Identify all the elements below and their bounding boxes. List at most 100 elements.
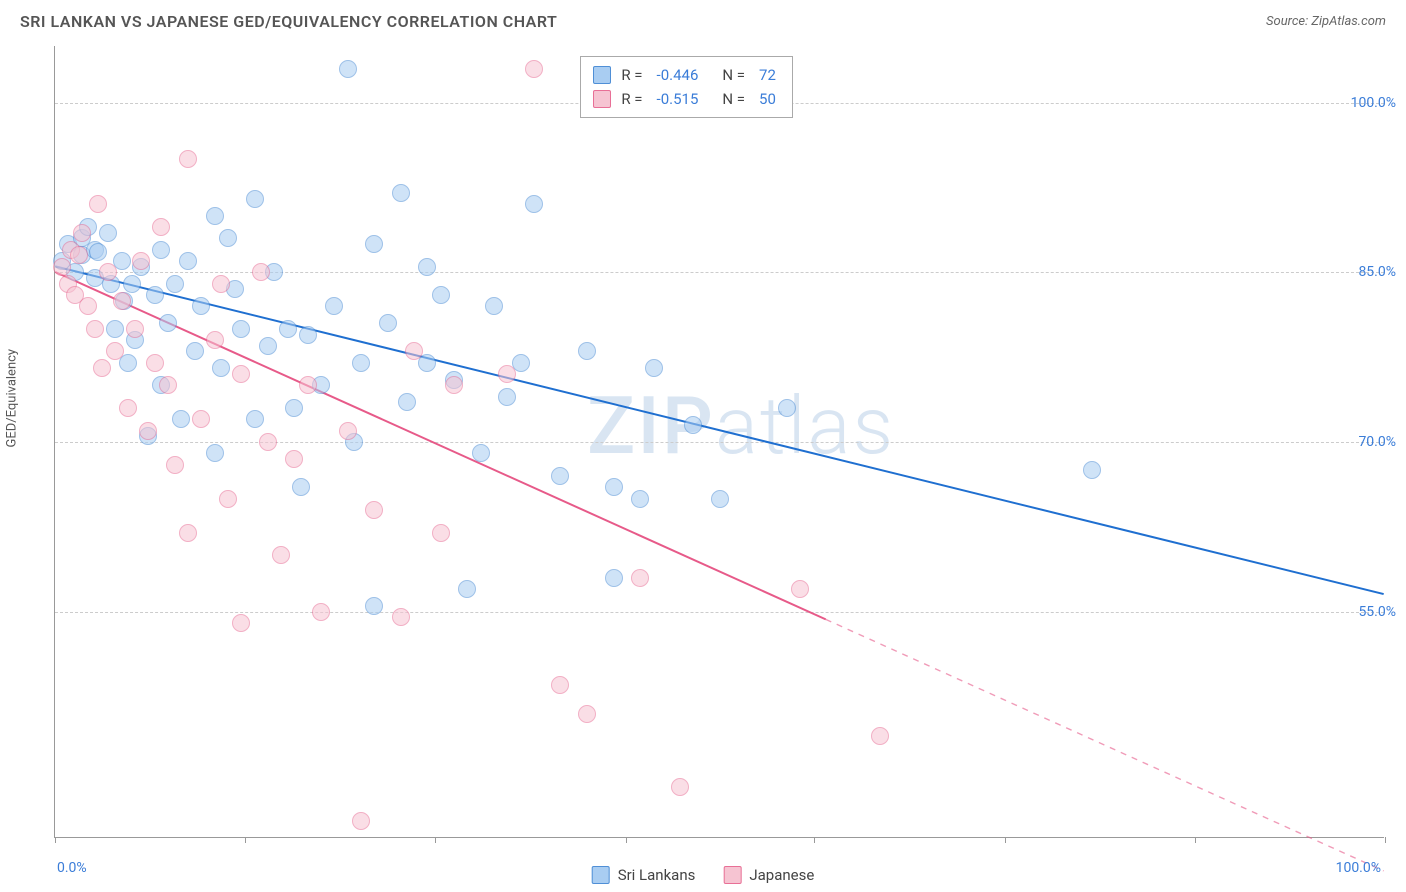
data-point [192, 410, 210, 428]
data-point [551, 676, 569, 694]
chart-plot-area: ZIPatlas R =-0.446N =72R =-0.515N =50 [54, 46, 1384, 838]
data-point [86, 320, 104, 338]
data-point [152, 218, 170, 236]
x-tick [55, 837, 56, 843]
data-point [365, 235, 383, 253]
data-point [106, 342, 124, 360]
y-tick-label: 85.0% [1358, 264, 1396, 280]
data-point [192, 297, 210, 315]
data-point [1083, 461, 1101, 479]
data-point [123, 275, 141, 293]
data-point [232, 614, 250, 632]
data-point [89, 243, 107, 261]
data-point [299, 326, 317, 344]
source-label: Source: ZipAtlas.com [1266, 14, 1386, 29]
data-point [212, 275, 230, 293]
y-tick-label: 70.0% [1358, 434, 1396, 450]
chart-title: SRI LANKAN VS JAPANESE GED/EQUIVALENCY C… [20, 12, 557, 31]
x-tick [1385, 837, 1386, 843]
data-point [179, 252, 197, 270]
data-point [392, 184, 410, 202]
data-point [89, 195, 107, 213]
data-point [645, 359, 663, 377]
data-point [146, 354, 164, 372]
data-point [299, 376, 317, 394]
series-legend: Sri Lankans Japanese [592, 866, 815, 884]
x-tick [1195, 837, 1196, 843]
data-point [445, 376, 463, 394]
legend-label: Sri Lankans [618, 866, 696, 884]
data-point [525, 195, 543, 213]
data-point [246, 410, 264, 428]
legend-row: R =-0.515N =50 [593, 87, 780, 111]
x-tick-label: 0.0% [57, 860, 87, 876]
data-point [578, 705, 596, 723]
data-point [405, 342, 423, 360]
data-point [219, 229, 237, 247]
data-point [791, 580, 809, 598]
data-point [352, 812, 370, 830]
y-axis-label: GED/Equivalency [5, 349, 20, 448]
legend-swatch [592, 866, 610, 884]
data-point [285, 399, 303, 417]
data-point [186, 342, 204, 360]
data-point [684, 416, 702, 434]
data-point [498, 388, 516, 406]
data-point [578, 342, 596, 360]
data-point [179, 524, 197, 542]
data-point [93, 359, 111, 377]
data-point [605, 569, 623, 587]
r-label: R = [621, 63, 642, 87]
data-point [152, 241, 170, 259]
data-point [146, 286, 164, 304]
legend-item: Japanese [723, 866, 814, 884]
data-point [485, 297, 503, 315]
legend-row: R =-0.446N =72 [593, 63, 780, 87]
data-point [418, 258, 436, 276]
data-point [498, 365, 516, 383]
data-point [871, 727, 889, 745]
legend-label: Japanese [749, 866, 814, 884]
data-point [631, 490, 649, 508]
data-point [279, 320, 297, 338]
n-label: N = [722, 87, 745, 111]
x-tick [626, 837, 627, 843]
data-point [159, 314, 177, 332]
data-point [99, 263, 117, 281]
data-point [179, 150, 197, 168]
r-value: -0.446 [657, 63, 699, 87]
data-point [671, 778, 689, 796]
data-point [458, 580, 476, 598]
legend-item: Sri Lankans [592, 866, 696, 884]
data-point [113, 292, 131, 310]
data-point [711, 490, 729, 508]
data-point [73, 224, 91, 242]
data-point [525, 60, 543, 78]
data-point [432, 524, 450, 542]
data-point [119, 399, 137, 417]
y-tick-label: 100.0% [1351, 95, 1396, 111]
data-point [99, 224, 117, 242]
data-point [325, 297, 343, 315]
data-point [106, 320, 124, 338]
data-point [132, 252, 150, 270]
r-label: R = [621, 87, 642, 111]
data-point [246, 190, 264, 208]
data-point [206, 207, 224, 225]
data-point [159, 376, 177, 394]
data-point [70, 246, 88, 264]
x-tick [814, 837, 815, 843]
data-point [392, 608, 410, 626]
data-point [339, 422, 357, 440]
data-point [166, 456, 184, 474]
data-point [259, 433, 277, 451]
x-tick [1005, 837, 1006, 843]
data-point [551, 467, 569, 485]
data-point [206, 331, 224, 349]
n-label: N = [722, 63, 745, 87]
data-point [219, 490, 237, 508]
data-point [398, 393, 416, 411]
data-point [139, 422, 157, 440]
data-point [126, 320, 144, 338]
data-point [365, 597, 383, 615]
